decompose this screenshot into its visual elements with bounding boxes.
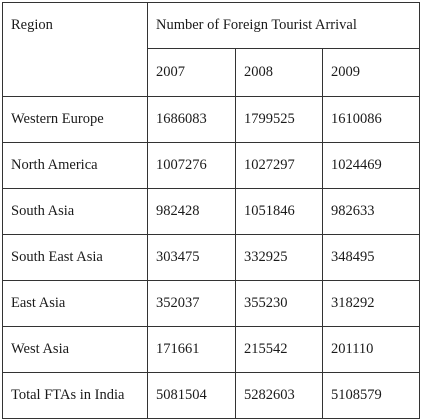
value-cell: 201110 [321, 326, 421, 373]
value-cell: 1007276 [147, 142, 236, 189]
value-cell: 1027297 [235, 142, 323, 189]
table-row: South East Asia 303475 332925 348495 [2, 234, 421, 281]
year-header-2007: 2007 [147, 48, 236, 97]
table-row: South Asia 982428 1051846 982633 [2, 188, 421, 235]
value-cell: 1799525 [235, 96, 323, 143]
value-cell: 215542 [235, 326, 323, 373]
year-header-2009: 2009 [321, 48, 421, 97]
value-cell: 982633 [321, 188, 421, 235]
value-cell: 1024469 [321, 142, 421, 189]
table-row: Western Europe 1686083 1799525 1610086 [2, 96, 421, 143]
value-cell: 332925 [235, 234, 323, 281]
value-cell: 5282603 [235, 372, 323, 419]
region-cell: West Asia [2, 326, 148, 373]
value-cell: 982428 [147, 188, 236, 235]
value-cell: 5108579 [321, 372, 421, 419]
year-header-2008: 2008 [235, 48, 323, 97]
region-cell: North America [2, 142, 148, 189]
value-cell: 1686083 [147, 96, 236, 143]
region-cell: Total FTAs in India [2, 372, 148, 419]
region-cell: Western Europe [2, 96, 148, 143]
table-row: North America 1007276 1027297 1024469 [2, 142, 421, 189]
value-cell: 352037 [147, 280, 236, 327]
value-cell: 5081504 [147, 372, 236, 419]
value-cell: 1051846 [235, 188, 323, 235]
region-cell: South East Asia [2, 234, 148, 281]
year-header-row: 2007 2008 2009 [3, 48, 421, 97]
table-row: West Asia 171661 215542 201110 [2, 326, 421, 373]
value-cell: 348495 [321, 234, 421, 281]
value-cell: 355230 [235, 280, 323, 327]
value-cell: 171661 [147, 326, 236, 373]
value-cell: 1610086 [321, 96, 421, 143]
group-header-cell: Number of Foreign Tourist Arrival [146, 2, 421, 49]
total-row: Total FTAs in India 5081504 5282603 5108… [2, 372, 421, 419]
value-cell: 318292 [321, 280, 421, 327]
region-header-cell: Region [2, 2, 148, 97]
region-cell: South Asia [2, 188, 148, 235]
region-cell: East Asia [2, 280, 148, 327]
value-cell: 303475 [147, 234, 236, 281]
header-row: Region Number of Foreign Tourist Arrival [2, 2, 421, 97]
table-row: East Asia 352037 355230 318292 [2, 280, 421, 327]
